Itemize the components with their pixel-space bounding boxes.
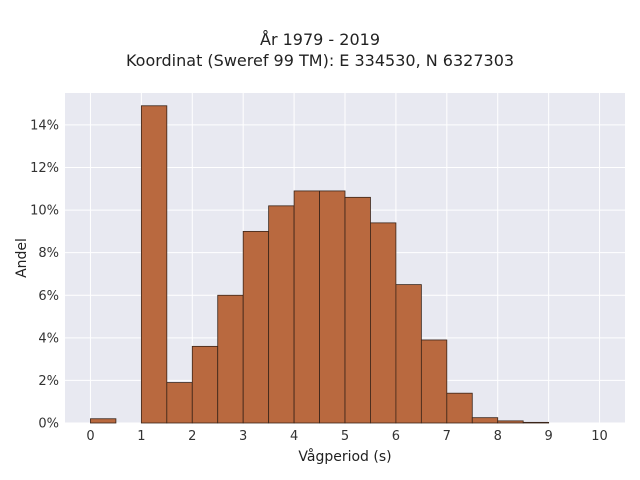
histogram-bar: [90, 418, 117, 424]
histogram-bars: [90, 105, 550, 424]
histogram-bar: [522, 421, 550, 424]
histogram-bar: [370, 222, 397, 424]
x-axis-label: Vågperiod (s): [298, 448, 391, 465]
histogram-bar: [497, 420, 524, 424]
x-tick-label: 3: [239, 429, 247, 444]
histogram-bar: [140, 105, 168, 424]
y-tick-label: 4%: [38, 331, 59, 346]
chart-subtitle: Koordinat (Sweref 99 TM): E 334530, N 63…: [125, 51, 515, 70]
x-tick-label: 1: [137, 429, 145, 444]
histogram-bar: [293, 190, 320, 424]
histogram-bar: [420, 339, 448, 424]
x-tick-label: 10: [591, 429, 608, 444]
histogram-bar: [191, 345, 219, 424]
histogram-bar: [344, 196, 371, 424]
x-tick-label: 2: [188, 429, 196, 444]
x-axis-ticks: 0 1 2 3 4 5 6 7 8 9 10: [86, 429, 608, 444]
histogram-bar: [268, 205, 295, 424]
y-tick-label: 0%: [38, 417, 59, 432]
x-tick-label: 9: [544, 429, 552, 444]
chart-title: År 1979 - 2019: [260, 30, 380, 49]
y-tick-label: 2%: [38, 374, 59, 389]
histogram-bar: [471, 417, 499, 424]
histogram-bar: [166, 382, 193, 424]
y-axis-ticks: 0% 2% 4% 6% 8% 10% 12% 14%: [30, 118, 59, 431]
x-tick-label: 4: [290, 429, 298, 444]
y-tick-label: 14%: [30, 118, 59, 133]
histogram-bar: [319, 190, 346, 424]
histogram-bar: [242, 230, 270, 424]
histogram-bar: [395, 284, 422, 424]
y-tick-label: 6%: [38, 289, 59, 304]
x-tick-label: 0: [86, 429, 94, 444]
histogram-bar: [217, 294, 244, 424]
y-tick-label: 8%: [38, 246, 59, 261]
x-tick-label: 7: [443, 429, 451, 444]
x-tick-label: 8: [494, 429, 502, 444]
x-tick-label: 6: [392, 429, 400, 444]
y-axis-label: Andel: [14, 238, 30, 278]
y-tick-label: 12%: [30, 161, 59, 176]
histogram-bar: [446, 392, 473, 424]
x-tick-label: 5: [341, 429, 349, 444]
y-tick-label: 10%: [30, 204, 59, 219]
